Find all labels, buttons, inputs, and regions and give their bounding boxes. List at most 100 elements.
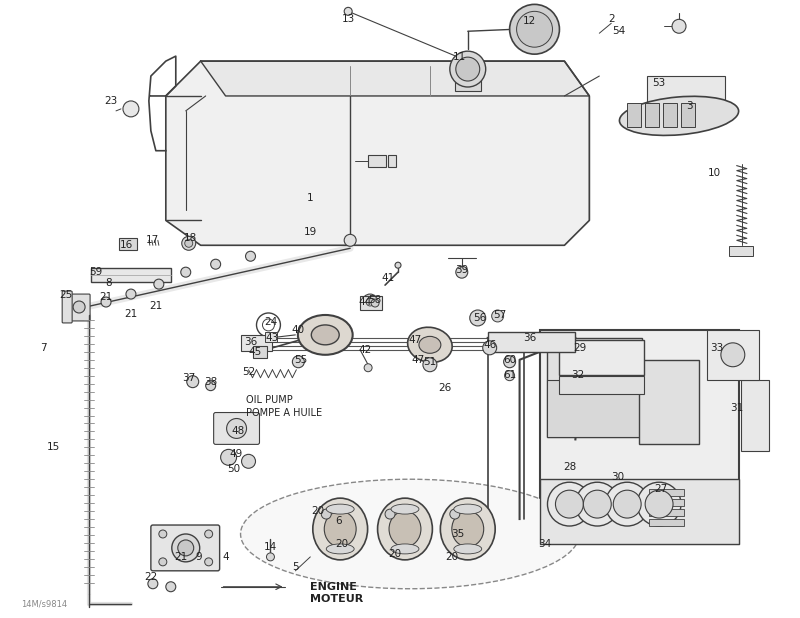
Circle shape	[101, 297, 111, 307]
Circle shape	[510, 4, 559, 54]
Text: 20: 20	[336, 539, 349, 549]
FancyBboxPatch shape	[214, 413, 259, 444]
Text: 27: 27	[654, 484, 668, 494]
Polygon shape	[166, 61, 590, 245]
Text: 50: 50	[227, 464, 240, 474]
Text: 24: 24	[264, 317, 277, 327]
Text: 8: 8	[106, 278, 112, 288]
Circle shape	[492, 310, 504, 322]
Text: 7: 7	[40, 343, 46, 353]
Text: 59: 59	[90, 267, 102, 277]
Text: 3: 3	[686, 101, 692, 111]
Circle shape	[371, 299, 379, 307]
Bar	[649, 519, 684, 526]
Ellipse shape	[619, 96, 738, 135]
Bar	[559, 376, 644, 394]
FancyBboxPatch shape	[151, 525, 220, 571]
Text: 48: 48	[232, 426, 245, 436]
Ellipse shape	[408, 328, 452, 362]
Bar	[253, 346, 267, 358]
Ellipse shape	[391, 504, 419, 514]
Bar	[455, 69, 481, 91]
Text: 12: 12	[523, 16, 536, 27]
Text: 17: 17	[146, 235, 159, 245]
Circle shape	[504, 356, 515, 368]
Circle shape	[186, 376, 198, 387]
Ellipse shape	[313, 498, 368, 560]
Text: 37: 37	[182, 373, 195, 383]
Circle shape	[182, 236, 196, 250]
Text: 51: 51	[423, 357, 437, 366]
Circle shape	[226, 418, 246, 438]
Bar	[627, 103, 641, 127]
Text: 30: 30	[610, 472, 624, 482]
Circle shape	[166, 582, 176, 591]
Text: 15: 15	[46, 442, 60, 452]
Circle shape	[322, 509, 331, 519]
Circle shape	[159, 558, 167, 566]
Ellipse shape	[454, 504, 482, 514]
Text: OIL PUMP: OIL PUMP	[246, 394, 292, 405]
Text: 5: 5	[292, 562, 298, 572]
FancyBboxPatch shape	[62, 291, 72, 323]
Circle shape	[395, 262, 401, 268]
Text: 36: 36	[244, 337, 257, 347]
Text: 18: 18	[184, 234, 198, 243]
Text: 20: 20	[389, 549, 402, 559]
Circle shape	[210, 259, 221, 269]
Bar	[360, 296, 382, 310]
Text: 14M/s9814: 14M/s9814	[22, 599, 67, 608]
Circle shape	[637, 482, 681, 526]
Ellipse shape	[324, 511, 356, 547]
Text: 21: 21	[124, 309, 138, 319]
Bar	[488, 332, 575, 352]
Circle shape	[344, 7, 352, 15]
Text: 11: 11	[453, 52, 466, 62]
Circle shape	[517, 11, 553, 47]
Text: 25: 25	[59, 290, 73, 300]
Circle shape	[672, 19, 686, 33]
Circle shape	[205, 558, 213, 566]
Circle shape	[266, 553, 274, 561]
Text: 57: 57	[493, 310, 506, 320]
Circle shape	[583, 490, 611, 518]
Ellipse shape	[419, 336, 441, 353]
Bar	[649, 509, 684, 516]
Circle shape	[423, 358, 437, 371]
Circle shape	[364, 364, 372, 371]
Circle shape	[126, 289, 136, 299]
Circle shape	[148, 579, 158, 589]
Text: 49: 49	[229, 449, 242, 459]
Text: 21: 21	[150, 301, 162, 311]
Text: 20: 20	[312, 506, 325, 516]
Bar	[649, 489, 684, 496]
Circle shape	[456, 266, 468, 278]
Circle shape	[242, 454, 255, 468]
Bar	[539, 330, 739, 544]
Text: 13: 13	[342, 14, 355, 24]
Text: 41: 41	[382, 273, 394, 283]
Bar	[119, 239, 137, 250]
Ellipse shape	[311, 325, 339, 345]
Text: 21: 21	[174, 552, 187, 562]
Text: POMPE A HUILE: POMPE A HUILE	[246, 407, 322, 418]
Text: 38: 38	[204, 377, 218, 387]
Circle shape	[575, 482, 619, 526]
Circle shape	[470, 310, 486, 326]
Circle shape	[450, 51, 486, 87]
Text: 47: 47	[411, 355, 425, 365]
Text: 1: 1	[307, 193, 314, 203]
Text: 45: 45	[249, 347, 262, 357]
Text: 32: 32	[570, 370, 584, 379]
Text: 47: 47	[408, 335, 422, 345]
Bar	[388, 154, 396, 167]
Circle shape	[505, 371, 514, 381]
Circle shape	[205, 530, 213, 538]
Circle shape	[221, 449, 237, 465]
Text: 55: 55	[294, 355, 307, 365]
Circle shape	[178, 540, 194, 556]
Ellipse shape	[389, 511, 421, 547]
Circle shape	[344, 234, 356, 247]
Text: 4: 4	[222, 552, 229, 562]
Bar	[741, 379, 769, 451]
